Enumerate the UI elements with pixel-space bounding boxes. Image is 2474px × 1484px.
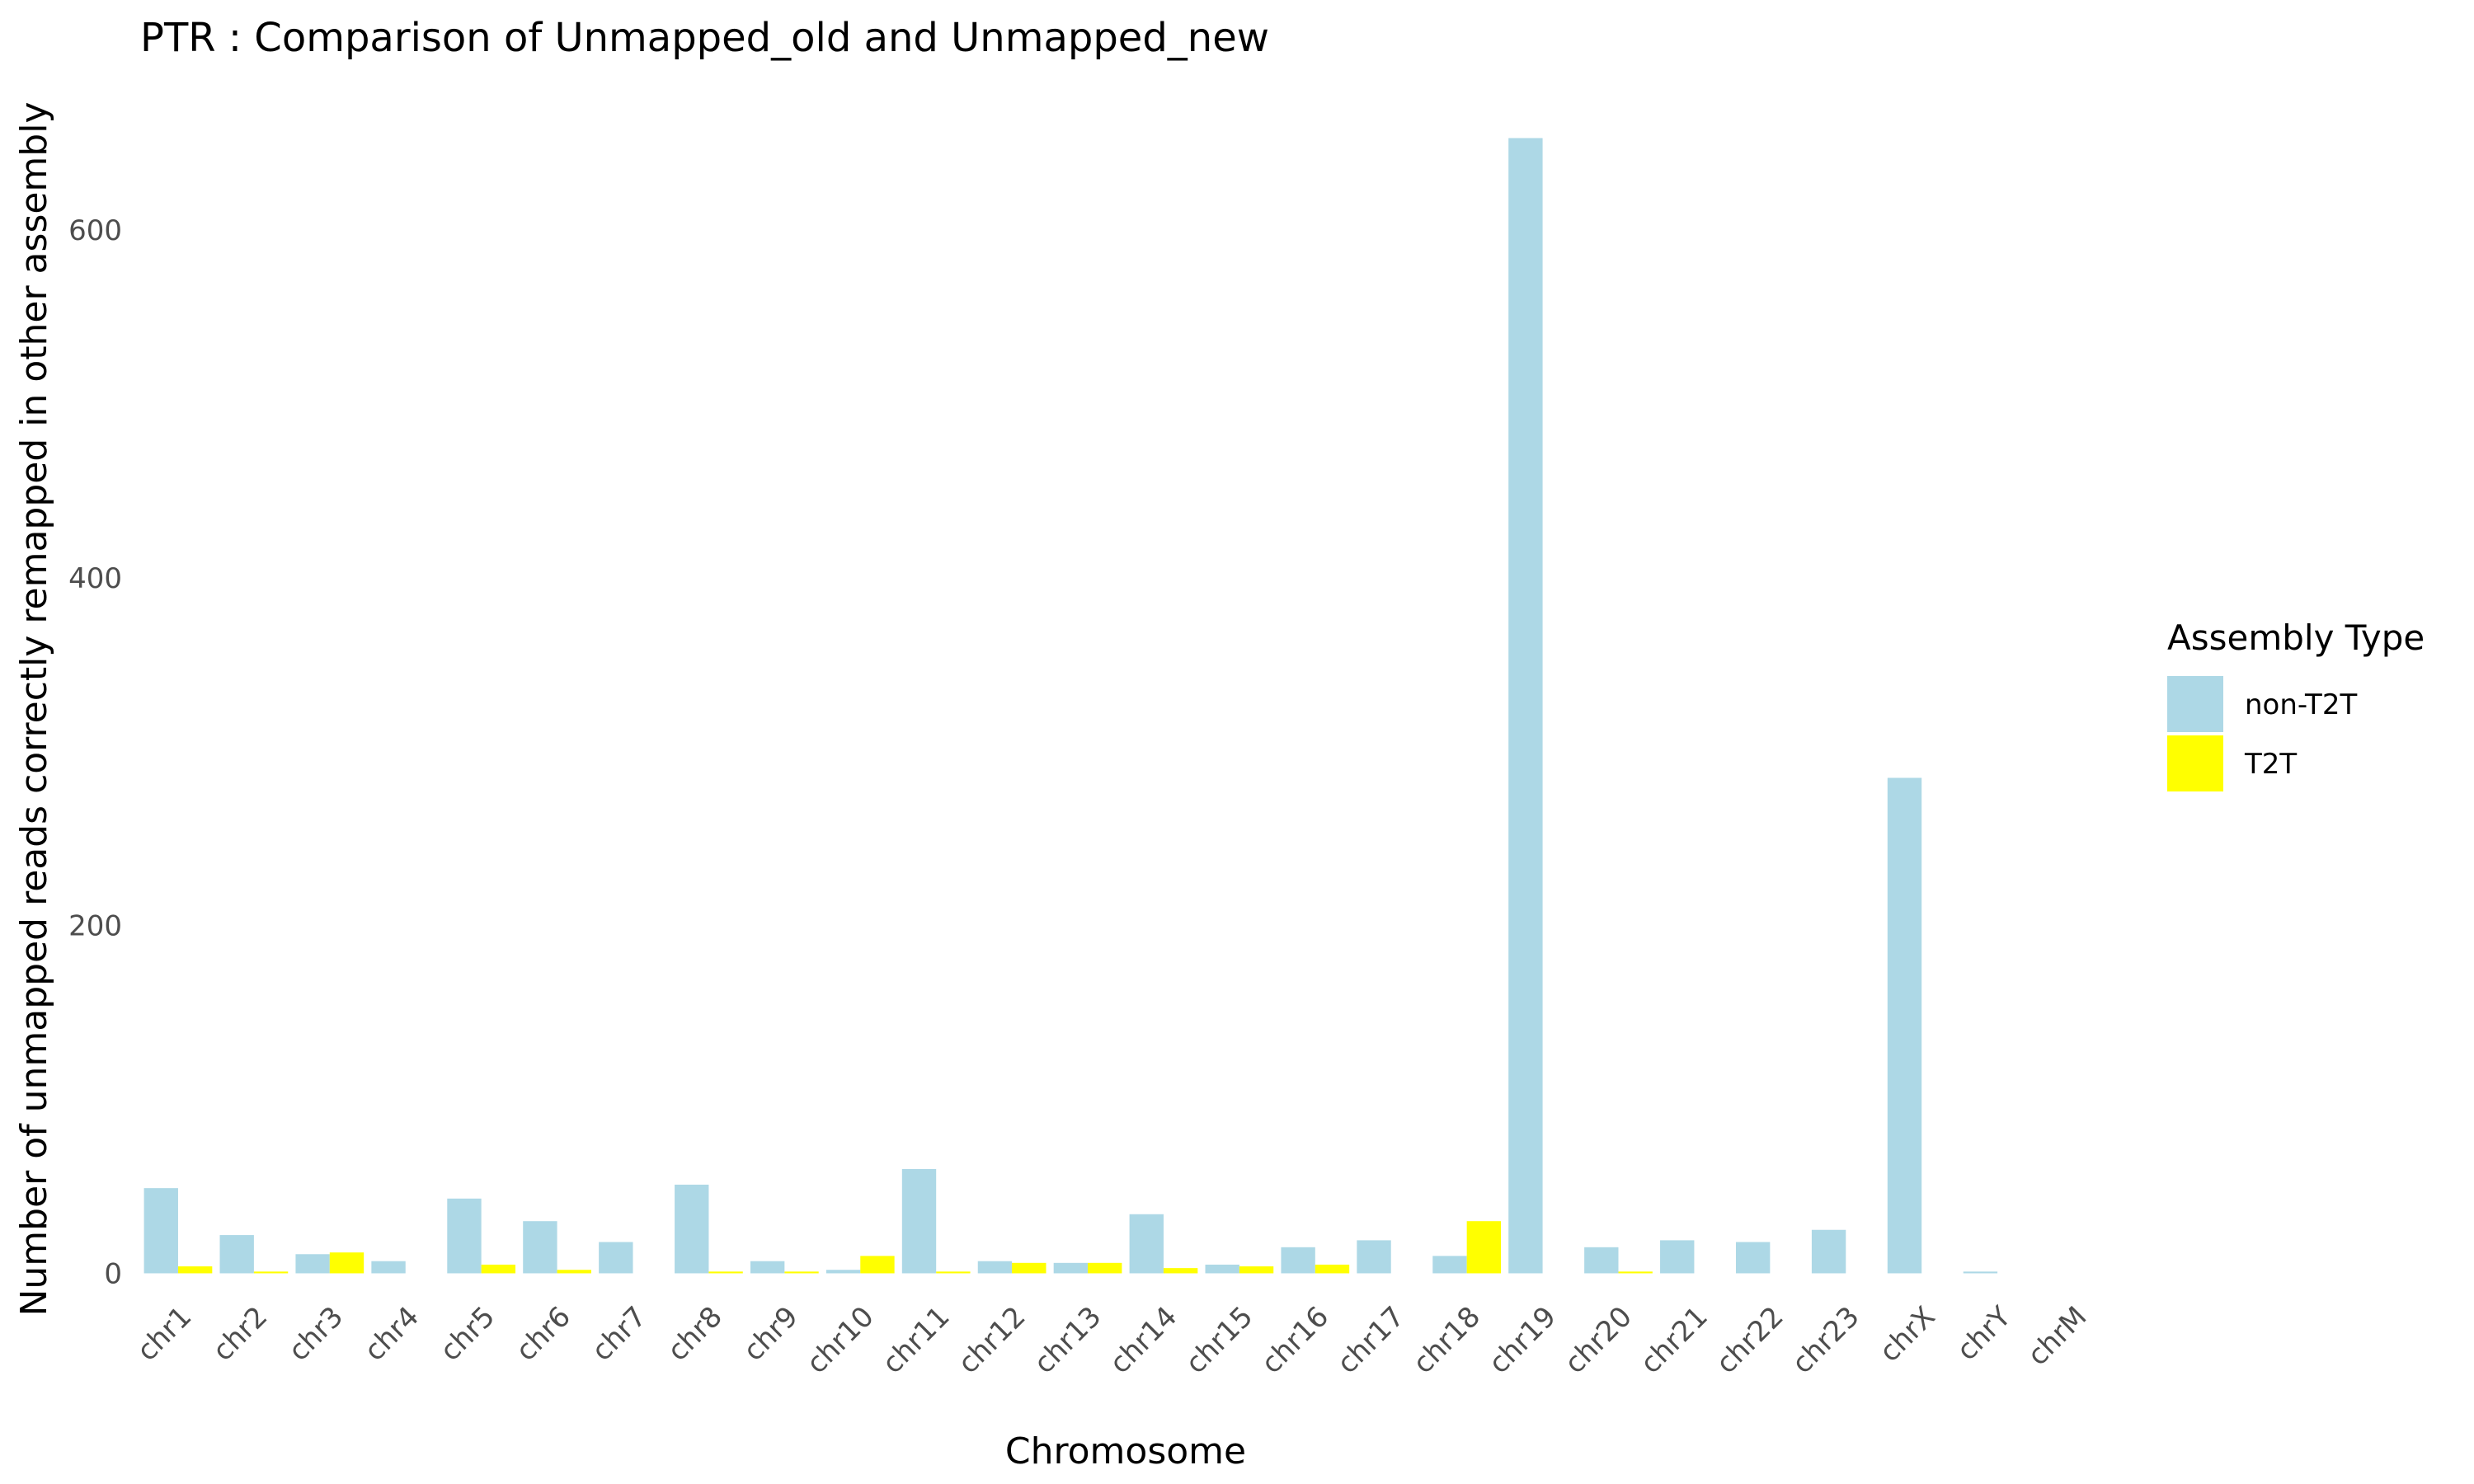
- bar-non-t2t-chr17: [1357, 1240, 1391, 1274]
- y-tick-label: 200: [68, 910, 122, 943]
- bar-t2t-chr12: [1012, 1262, 1047, 1274]
- bar-t2t-chr14: [1163, 1268, 1198, 1274]
- bar-t2t-chr10: [860, 1256, 895, 1274]
- bar-t2t-chr16: [1315, 1264, 1350, 1274]
- bar-t2t-chr11: [936, 1271, 971, 1274]
- bar-t2t-chr18: [1466, 1221, 1502, 1274]
- bar-non-t2t-chr5: [447, 1198, 482, 1274]
- bar-t2t-chr2: [253, 1271, 289, 1274]
- x-tick-label: chr16: [1255, 1300, 1335, 1380]
- bar-non-t2t-chr6: [523, 1221, 557, 1274]
- bar-non-t2t-chr19: [1508, 138, 1543, 1274]
- y-tick-label: 0: [104, 1257, 122, 1290]
- bar-non-t2t-chr23: [1811, 1229, 1846, 1274]
- bar-non-t2t-chr8: [675, 1184, 709, 1274]
- bar-t2t-chr8: [708, 1271, 743, 1274]
- x-tick-label: chr19: [1483, 1300, 1563, 1380]
- y-axis-title: Number of unmapped reads correctly remap…: [13, 102, 55, 1317]
- x-tick-label: chr10: [800, 1300, 880, 1380]
- x-tick-label: chr18: [1407, 1300, 1487, 1380]
- x-tick-label: chr14: [1103, 1300, 1183, 1380]
- bar-non-t2t-chr22: [1735, 1242, 1771, 1274]
- bar-non-t2t-chr20: [1584, 1247, 1619, 1274]
- x-tick-label: chr5: [434, 1300, 501, 1368]
- bar-non-t2t-chrY: [1963, 1271, 1998, 1274]
- bar-non-t2t-chr7: [599, 1242, 633, 1274]
- bar-t2t-chr6: [557, 1270, 591, 1274]
- legend-key-non-t2t: [2167, 676, 2223, 732]
- bar-non-t2t-chr4: [371, 1261, 406, 1274]
- x-axis: chr1 chr2 chr3 chr4 chr5 chr6 chr7 chr8 chr9chr1…: [130, 1300, 2093, 1380]
- bar-t2t-chr13: [1088, 1262, 1122, 1274]
- bar-t2t-chr20: [1618, 1271, 1653, 1274]
- x-tick-label: chr21: [1634, 1300, 1714, 1380]
- bar-t2t-chr15: [1239, 1266, 1274, 1274]
- bar-non-t2t-chr13: [1053, 1262, 1089, 1274]
- x-tick-label: chr23: [1785, 1300, 1865, 1380]
- x-tick-label: chr22: [1710, 1300, 1790, 1380]
- legend-title: Assembly Type: [2167, 618, 2425, 658]
- bar-t2t-chr1: [177, 1266, 213, 1274]
- x-tick-label: chr13: [1028, 1300, 1108, 1380]
- bar-non-t2t-chr18: [1432, 1256, 1467, 1274]
- legend-key-t2t: [2167, 735, 2223, 791]
- legend-label: T2T: [2244, 748, 2297, 781]
- bars: [143, 138, 1998, 1274]
- x-tick-label: chrY: [1950, 1300, 2017, 1367]
- chart-title: PTR : Comparison of Unmapped_old and Unm…: [140, 15, 1269, 61]
- bar-non-t2t-chr9: [750, 1261, 785, 1274]
- y-axis: 0 200 400 600: [68, 214, 122, 1290]
- bar-t2t-chr9: [784, 1271, 819, 1274]
- bar-non-t2t-chr11: [901, 1168, 937, 1274]
- bar-non-t2t-chr3: [295, 1254, 330, 1274]
- x-tick-label: chr12: [952, 1300, 1032, 1380]
- x-tick-label: chr8: [661, 1300, 729, 1368]
- x-tick-label: chr4: [358, 1300, 426, 1368]
- x-tick-label: chrX: [1873, 1300, 1941, 1369]
- y-tick-label: 400: [68, 562, 122, 595]
- bar-non-t2t-chr10: [825, 1270, 861, 1274]
- y-tick-label: 600: [68, 214, 122, 247]
- bar-t2t-chr3: [329, 1252, 365, 1274]
- bar-non-t2t-chr15: [1205, 1264, 1239, 1274]
- x-tick-label: chr20: [1559, 1300, 1639, 1380]
- x-tick-label: chrM: [2021, 1300, 2093, 1372]
- bar-non-t2t-chrX: [1887, 777, 1922, 1274]
- x-tick-label: chr6: [510, 1300, 577, 1368]
- bar-non-t2t-chr12: [977, 1261, 1013, 1274]
- x-tick-label: chr3: [282, 1300, 350, 1368]
- bar-non-t2t-chr14: [1129, 1214, 1164, 1274]
- x-tick-label: chr11: [876, 1300, 956, 1380]
- x-tick-label: chr17: [1331, 1300, 1411, 1380]
- bar-t2t-chr5: [481, 1264, 516, 1274]
- bar-non-t2t-chr1: [143, 1188, 178, 1274]
- x-tick-label: chr1: [130, 1300, 198, 1368]
- x-axis-title: Chromosome: [1005, 1430, 1246, 1472]
- bar-non-t2t-chr21: [1660, 1240, 1695, 1274]
- x-tick-label: chr7: [586, 1300, 653, 1368]
- bar-non-t2t-chr2: [219, 1235, 254, 1274]
- x-tick-label: chr9: [737, 1300, 805, 1368]
- legend: Assembly Type non-T2T T2T: [2167, 618, 2425, 791]
- x-tick-label: chr2: [206, 1300, 274, 1368]
- x-tick-label: chr15: [1179, 1300, 1259, 1380]
- legend-label: non-T2T: [2245, 688, 2357, 721]
- bar-non-t2t-chr16: [1281, 1247, 1315, 1274]
